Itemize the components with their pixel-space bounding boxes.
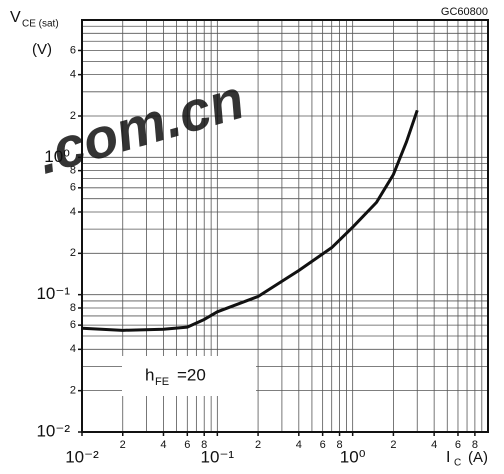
y-tick-label: 8 bbox=[70, 165, 76, 177]
y-tick-label: 10⁻¹ bbox=[36, 284, 70, 303]
y-tick-label: 2 bbox=[70, 247, 76, 259]
x-tick-label: 6 bbox=[184, 439, 190, 451]
y-label-unit: (V) bbox=[32, 41, 52, 58]
x-tick-label: 6 bbox=[320, 439, 326, 451]
y-tick-label: 4 bbox=[70, 206, 76, 218]
annotation-symbol: h bbox=[145, 365, 154, 384]
x-tick-label: 8 bbox=[201, 439, 207, 451]
annotation-text: =20 bbox=[177, 365, 206, 384]
chart-title: GC60800 bbox=[441, 6, 488, 18]
y-tick-label: 6 bbox=[70, 44, 76, 56]
x-label-subscript: C bbox=[454, 458, 461, 469]
y-label-symbol: V bbox=[10, 9, 21, 26]
x-label-unit: (A) bbox=[468, 449, 488, 466]
annotation-subscript: FE bbox=[155, 376, 169, 388]
data-line bbox=[81, 109, 419, 332]
y-tick-label: 6 bbox=[70, 182, 76, 194]
y-tick-label: 4 bbox=[70, 343, 76, 355]
plot-frame bbox=[81, 19, 489, 433]
x-tick-label: 2 bbox=[255, 439, 261, 451]
annotation-box bbox=[122, 356, 256, 396]
y-tick-label: 4 bbox=[70, 69, 76, 81]
y-tick-label: 10⁰ bbox=[44, 147, 70, 166]
y-tick-label: 2 bbox=[70, 110, 76, 122]
y-tick-label: 2 bbox=[70, 385, 76, 397]
x-tick-label: 4 bbox=[160, 439, 166, 451]
y-tick-label: 10⁻² bbox=[36, 421, 70, 440]
x-tick-label: 6 bbox=[455, 439, 461, 451]
x-tick-label: 10⁻¹ bbox=[201, 447, 235, 466]
x-tick-label: 8 bbox=[336, 439, 342, 451]
x-tick-label: 2 bbox=[120, 439, 126, 451]
x-label-symbol: I bbox=[446, 449, 450, 466]
y-tick-label: 8 bbox=[70, 302, 76, 314]
x-tick-label: 2 bbox=[390, 439, 396, 451]
y-label-subscript: CE (sat) bbox=[22, 19, 59, 30]
y-tick-label: 6 bbox=[70, 319, 76, 331]
x-tick-label: 10⁰ bbox=[340, 447, 366, 466]
x-tick-label: 4 bbox=[296, 439, 302, 451]
x-tick-label: 8 bbox=[472, 439, 478, 451]
x-tick-label: 10⁻² bbox=[65, 447, 99, 466]
x-tick-label: 4 bbox=[431, 439, 437, 451]
